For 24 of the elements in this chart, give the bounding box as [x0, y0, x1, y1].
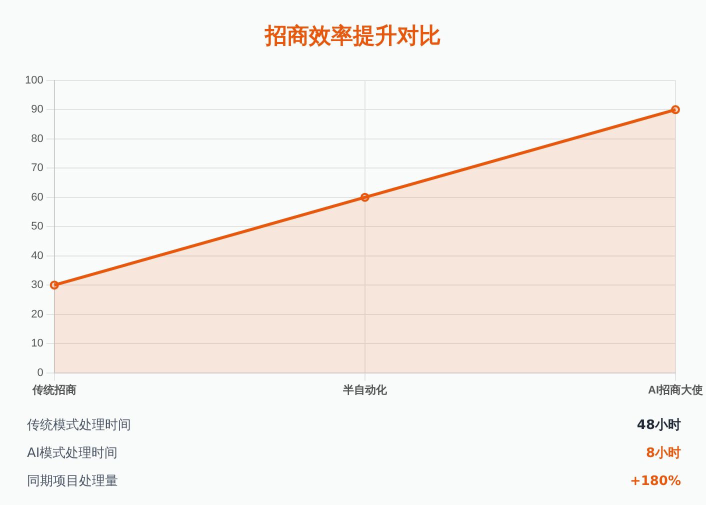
y-tick-label: 50	[31, 220, 44, 233]
text: AI模式处理时间	[27, 445, 118, 463]
y-tick-label: 100	[24, 74, 44, 86]
y-tick-label: 60	[31, 191, 44, 204]
y-tick-label: 0	[37, 366, 44, 379]
chart-title: 招商效率提升对比	[264, 22, 441, 49]
point	[671, 105, 680, 114]
y-tick-label: 20	[31, 308, 44, 320]
y-tick-label: 80	[31, 132, 44, 145]
y-tick-label: 90	[31, 104, 44, 116]
x-tick-label: 传统招商	[31, 383, 76, 396]
y-tick-label: 10	[31, 338, 44, 350]
text: 8小时	[646, 445, 681, 463]
text: 48小时	[636, 417, 681, 435]
point	[360, 192, 370, 202]
y-tick-label: 30	[31, 279, 44, 292]
x-tick-label: AI招商大使	[648, 383, 703, 396]
text: +180%	[630, 473, 681, 491]
y-tick-label: 70	[31, 162, 44, 174]
x-tick-label: 半自动化	[342, 383, 388, 396]
text: 同期项目处理量	[27, 473, 118, 491]
point	[50, 280, 59, 290]
y-tick-label: 40	[31, 250, 44, 262]
text: 传统模式处理时间	[27, 417, 131, 435]
